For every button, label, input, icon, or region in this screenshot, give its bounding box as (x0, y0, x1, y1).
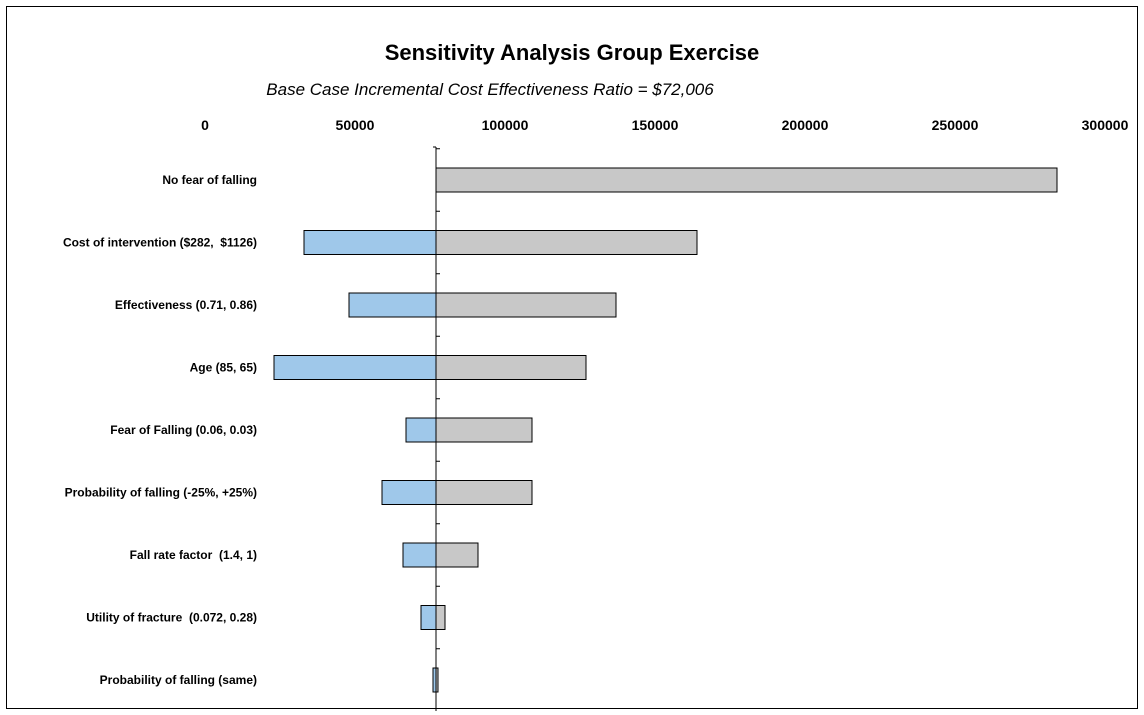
x-tick-label: 0 (201, 117, 209, 133)
chart-subtitle: Base Case Incremental Cost Effectiveness… (266, 80, 714, 99)
x-tick-label: 100000 (482, 117, 529, 133)
x-tick-label: 50000 (336, 117, 375, 133)
low-bar (348, 292, 437, 318)
high-bar (435, 417, 533, 443)
category-label: Utility of fracture (0.072, 0.28) (86, 611, 257, 625)
category-label: Probability of falling (-25%, +25%) (65, 486, 257, 500)
high-bar (435, 605, 446, 630)
high-bar (435, 167, 1058, 193)
low-bar (381, 480, 437, 505)
low-bar (273, 355, 437, 380)
x-axis-ticks: 0 50000 100000 150000 200000 250000 300000 (201, 117, 1128, 133)
category-label: Probability of falling (same) (100, 673, 257, 687)
high-bar (435, 292, 617, 318)
high-bar (435, 542, 479, 568)
category-label: No fear of falling (162, 173, 257, 187)
category-label: Cost of intervention ($282, $1126) (63, 236, 257, 250)
x-tick-label: 200000 (782, 117, 829, 133)
category-label: Age (85, 65) (190, 361, 257, 375)
high-bar (435, 355, 587, 380)
high-bar (435, 230, 698, 255)
x-tick-label: 300000 (1082, 117, 1129, 133)
low-bar (402, 542, 437, 568)
base-axis (433, 146, 440, 711)
bars (273, 167, 1058, 693)
low-bar (420, 605, 437, 630)
category-label: Effectiveness (0.71, 0.86) (115, 298, 257, 312)
category-labels: No fear of falling Cost of intervention (… (63, 173, 257, 687)
high-bar (435, 480, 533, 505)
category-label: Fear of Falling (0.06, 0.03) (110, 423, 257, 437)
low-bar (303, 230, 437, 255)
category-label: Fall rate factor (1.4, 1) (130, 548, 257, 562)
x-tick-label: 150000 (632, 117, 679, 133)
low-bar (405, 417, 437, 443)
x-tick-label: 250000 (932, 117, 979, 133)
chart-title: Sensitivity Analysis Group Exercise (385, 40, 760, 65)
